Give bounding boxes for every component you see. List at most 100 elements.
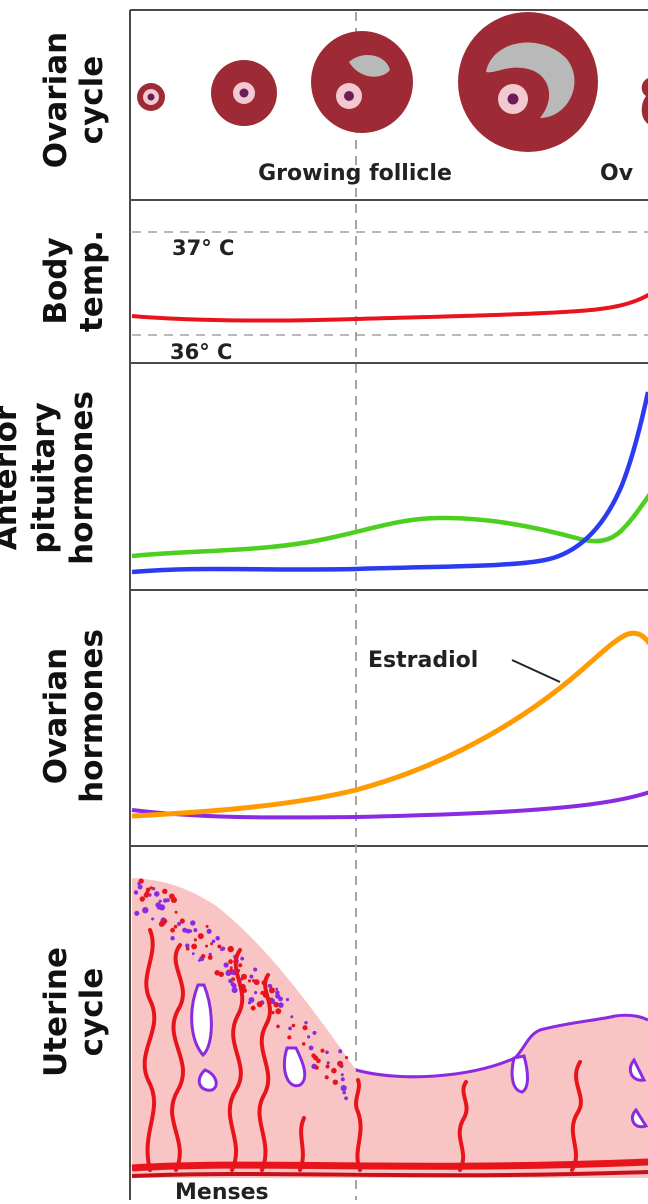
- shedding-tissue-dot: [231, 987, 238, 994]
- shedding-tissue-dot: [187, 929, 191, 932]
- shedding-tissue-dot: [139, 896, 145, 902]
- shedding-tissue-dot: [269, 987, 275, 994]
- shedding-tissue-dot: [290, 1015, 294, 1019]
- shedding-tissue-dot: [191, 943, 198, 950]
- spiral-artery: [170, 943, 185, 1172]
- shedding-tissue-dot: [227, 945, 234, 953]
- temp-37-label: 37° C: [172, 236, 234, 260]
- shedding-tissue-dot: [253, 967, 258, 972]
- shedding-tissue-dot: [302, 1025, 308, 1031]
- fsh-curve: [131, 492, 648, 559]
- shedding-tissue-dot: [214, 970, 220, 976]
- shedding-tissue-dot: [170, 936, 175, 941]
- shedding-tissue-dot: [158, 921, 165, 927]
- row-label-ovarian-hormones-line2: hormones: [74, 629, 110, 803]
- myometrium-vessel-lower: [131, 1170, 648, 1178]
- shedding-tissue-dot: [134, 910, 140, 916]
- shedding-tissue-dot: [205, 944, 208, 948]
- shedding-tissue-dot: [173, 924, 178, 929]
- row-label-ovarian-cycle-line1: Ovarian: [38, 32, 74, 168]
- estradiol-pointer: [511, 659, 561, 683]
- shedding-tissue-dot: [142, 907, 149, 914]
- shedding-tissue-dot: [154, 891, 160, 897]
- shedding-tissue-dot: [249, 974, 254, 979]
- shedding-tissue-dot: [197, 959, 201, 962]
- shedding-tissue-dot: [271, 1010, 275, 1015]
- follicle-secondary: [311, 31, 413, 133]
- shedding-tissue-dot: [207, 955, 213, 960]
- shedding-tissue-dot: [231, 977, 236, 982]
- shedding-tissue-dot: [250, 1005, 256, 1011]
- shedding-tissue-dot: [273, 1001, 280, 1008]
- shedding-tissue-dot: [332, 1079, 338, 1085]
- shedding-tissue-dot: [331, 1067, 337, 1074]
- shedding-tissue-dot: [174, 910, 178, 914]
- shedding-tissue-dot: [260, 991, 264, 995]
- shedding-tissue-dot: [342, 1090, 347, 1095]
- uterine-gland: [510, 1054, 529, 1094]
- shedding-tissue-dot: [267, 984, 271, 988]
- follicle-primordial: [137, 83, 165, 111]
- pituitary-hormones-panel: [131, 391, 648, 575]
- shedding-tissue-dot: [325, 1050, 329, 1055]
- temperature-curve: [131, 292, 648, 323]
- shedding-tissue-dot: [229, 968, 233, 971]
- growing-follicle-caption: Growing follicle: [258, 161, 452, 186]
- uterine-gland: [630, 1107, 648, 1129]
- follicle-ovulating-cut: [641, 78, 648, 124]
- shedding-tissue-dot: [197, 933, 204, 940]
- row-label-uterine-cycle-line2: cycle: [74, 968, 110, 1057]
- shedding-tissue-dot: [275, 987, 279, 991]
- shedding-tissue-dot: [247, 1001, 252, 1005]
- shedding-tissue-dot: [191, 952, 195, 956]
- shedding-tissue-dot: [253, 979, 260, 986]
- shedding-tissue-dot: [210, 942, 214, 946]
- shedding-tissue-dot: [324, 1075, 329, 1080]
- shedding-tissue-dot: [145, 887, 151, 893]
- shedding-tissue-dot: [340, 1073, 344, 1077]
- progesterone-curve: [131, 790, 648, 820]
- menses-label: Menses: [175, 1180, 269, 1200]
- shedding-tissue-dot: [137, 884, 143, 890]
- shedding-tissue-dot: [338, 1049, 343, 1054]
- shedding-tissue-dot: [170, 927, 176, 933]
- spiral-artery: [354, 1078, 363, 1172]
- lh-curve: [131, 391, 648, 575]
- row-label-anterior-pituitary: Anterior pituitary hormones: [0, 391, 100, 565]
- row-label-ovarian-hormones-line1: Ovarian: [38, 648, 74, 784]
- shedding-tissue-dot: [308, 1045, 314, 1051]
- row-label-ovarian-cycle-line2: cycle: [74, 56, 110, 145]
- shedding-tissue-dot: [155, 902, 161, 908]
- shedding-tissue-dot: [193, 938, 197, 942]
- shedding-tissue-dot: [325, 1064, 330, 1069]
- spiral-artery: [257, 973, 272, 1172]
- endometrium-surface: [355, 1013, 648, 1079]
- uterine-glands: [190, 983, 648, 1129]
- ovarian-cycle-panel: Growing follicle Ov: [137, 12, 648, 186]
- row-label-ovarian-cycle: Ovarian cycle: [38, 32, 110, 168]
- spiral-artery: [457, 1080, 469, 1172]
- shedding-tissue-dot: [238, 963, 243, 968]
- shedding-tissue-dot: [193, 928, 198, 933]
- shedding-tissue-dot: [256, 1001, 263, 1008]
- shedding-tissue-dot: [149, 886, 153, 890]
- shedding-tissue-dot: [254, 991, 258, 995]
- shedding-tissue-dot: [137, 882, 141, 886]
- uterine-gland: [282, 1046, 307, 1088]
- row-label-pituitary-line2: pituitary: [26, 402, 62, 554]
- shedding-tissue-dot: [275, 993, 281, 999]
- uterine-gland: [628, 1057, 647, 1082]
- shedding-tissue-dot: [151, 917, 155, 921]
- estradiol-curve: [131, 630, 648, 819]
- follicle-primary: [211, 60, 277, 126]
- shedding-tissue-dot: [326, 1061, 330, 1065]
- shedding-tissue-dot: [223, 962, 229, 968]
- shedding-tissue-dot: [307, 1035, 311, 1039]
- shedding-tissue-dot: [220, 948, 223, 952]
- shedding-tissue-dot: [304, 1021, 308, 1025]
- shedding-tissue-dot: [312, 1030, 317, 1035]
- shedding-tissue-dot: [240, 956, 245, 961]
- shedding-tissue-dot: [344, 1096, 348, 1101]
